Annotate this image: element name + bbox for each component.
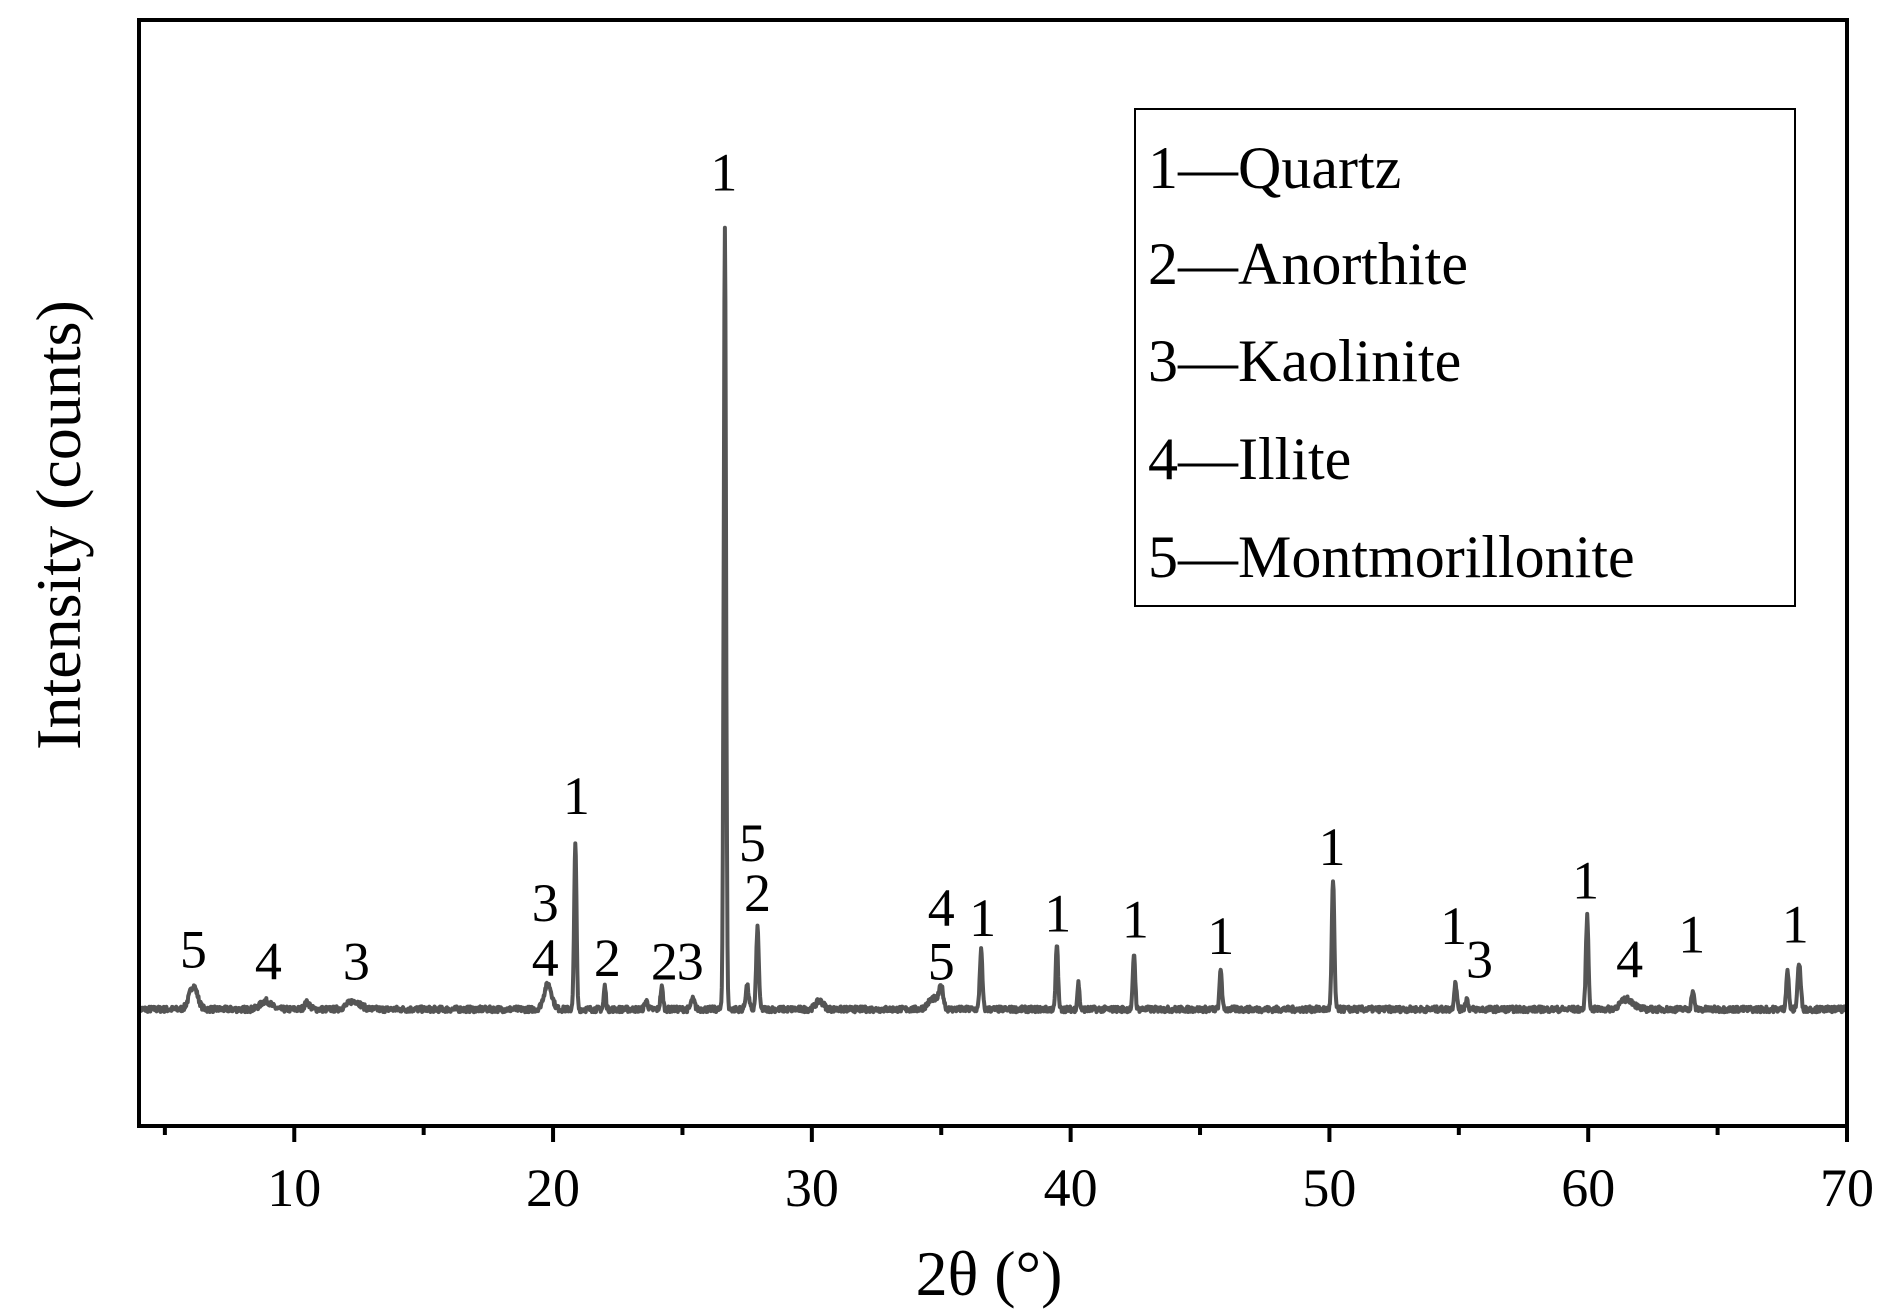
- diffraction-pattern-line: [137, 225, 1849, 1015]
- peak-label: 1: [563, 766, 590, 826]
- x-tick-label: 10: [267, 1158, 321, 1218]
- peak-label: 1: [1572, 850, 1599, 910]
- x-axis-ticks: [162, 1126, 1849, 1142]
- x-tick-label: 50: [1302, 1158, 1356, 1218]
- peak-label: 1: [1319, 817, 1346, 877]
- peak-label: 3: [532, 873, 559, 933]
- legend-entry-kaolinite: 3—Kaolinite: [1148, 328, 1461, 394]
- peak-label: 1: [1782, 895, 1809, 955]
- peak-label: 4: [532, 928, 559, 988]
- x-tick-label: 70: [1820, 1158, 1874, 1218]
- peak-label: 4: [255, 931, 282, 991]
- peak-label: 1: [1207, 906, 1234, 966]
- peak-label: 1: [1044, 884, 1071, 944]
- peak-label: 4: [928, 878, 955, 938]
- legend-entry-illite: 4—Illite: [1148, 426, 1351, 492]
- peak-label: 5: [928, 931, 955, 991]
- y-axis-label: Intensity (counts): [23, 300, 94, 750]
- peak-label: 4: [1616, 930, 1643, 990]
- x-tick-label: 60: [1561, 1158, 1615, 1218]
- legend: 1—Quartz 2—Anorthite 3—Kaolinite 4—Illit…: [1134, 108, 1796, 607]
- peak-label: 5: [180, 920, 207, 980]
- legend-entry-anorthite: 2—Anorthite: [1148, 231, 1468, 297]
- peak-label: 2: [651, 931, 678, 991]
- x-tick-label: 30: [785, 1158, 839, 1218]
- legend-entry-montmorillonite: 5—Montmorillonite: [1148, 524, 1635, 590]
- plot-frame: [137, 18, 1849, 1128]
- peak-label: 3: [677, 931, 704, 991]
- y-axis-label-group: Intensity (counts): [23, 300, 94, 750]
- peak-label: 3: [1466, 930, 1493, 990]
- peak-label: 1: [1122, 890, 1149, 950]
- x-tick-label: 40: [1044, 1158, 1098, 1218]
- legend-entry-quartz: 1—Quartz: [1148, 135, 1401, 201]
- peak-label: 2: [744, 863, 771, 923]
- peak-label: 1: [1678, 905, 1705, 965]
- x-axis-tick-labels: 10 20 30 40 50 60 70: [267, 1158, 1874, 1218]
- peak-label: 1: [969, 888, 996, 948]
- peak-label: 5: [739, 813, 766, 873]
- legend-box: [1134, 108, 1796, 607]
- x-tick-label: 20: [526, 1158, 580, 1218]
- peak-label: 3: [343, 931, 370, 991]
- peak-label: 2: [594, 928, 621, 988]
- x-axis-label: 2θ (°): [916, 1238, 1063, 1309]
- peak-label: 1: [710, 142, 737, 202]
- peak-label: 1: [1440, 896, 1467, 956]
